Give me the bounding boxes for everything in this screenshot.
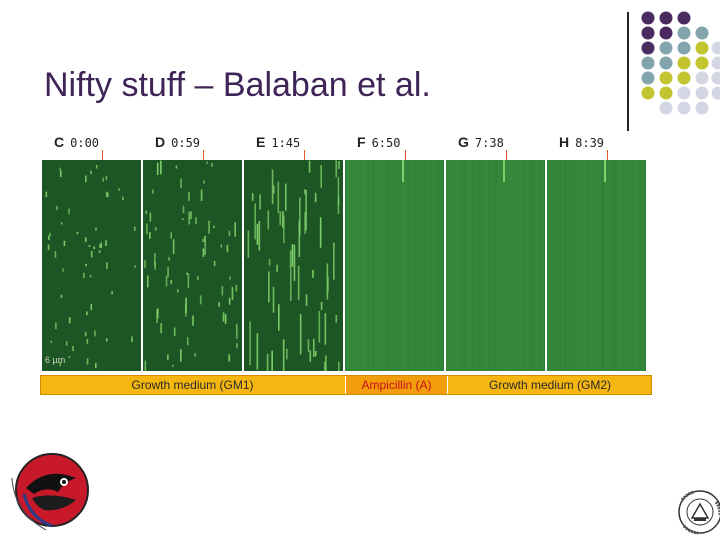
panel-letter: E [256, 134, 266, 150]
decorative-dot [641, 71, 655, 85]
panel-header: C 0:00 [54, 134, 99, 150]
decorative-dot-grid [641, 11, 720, 115]
decorative-dot [695, 56, 709, 70]
decorative-dot [695, 71, 709, 85]
panel-time: 8:39 [575, 136, 605, 150]
title-divider-line [627, 12, 629, 132]
decorative-dot [677, 101, 691, 115]
media-label-ampicillin: Ampicillin (A) [361, 378, 432, 392]
decorative-dot [711, 41, 720, 55]
decorative-dot [711, 86, 720, 100]
media-label-gm2: Growth medium (GM2) [488, 378, 612, 392]
microscopy-panel [446, 160, 545, 371]
decorative-dot [695, 26, 709, 40]
decorative-dot [677, 86, 691, 100]
panel-time: 0:59 [171, 136, 201, 150]
microscopy-figure: C 0:00 D 0:59 E 1:45 F 6:50 G 7:38 H 8:39 6 µm Grow… [40, 131, 652, 399]
decorative-dot [695, 41, 709, 55]
panel-letter: C [54, 134, 65, 150]
panel-letter: H [559, 134, 570, 150]
decorative-dot [695, 101, 709, 115]
panel-time: 1:45 [271, 136, 301, 150]
panel-time: 6:50 [371, 136, 401, 150]
decorative-dot [659, 26, 673, 40]
slide-title: Nifty stuff – Balaban et al. [44, 66, 431, 104]
panel-marker-tick [405, 150, 406, 160]
panel-letter: G [458, 134, 469, 150]
scale-bar-label: 6 µm [45, 355, 66, 365]
panel-marker-tick [506, 150, 507, 160]
microscopy-panel [345, 160, 444, 371]
panel-marker-tick [304, 150, 305, 160]
decorative-dot [711, 71, 720, 85]
decorative-dot [659, 71, 673, 85]
decorative-dot [659, 86, 673, 100]
panel-letter: D [155, 134, 166, 150]
media-label-gm1: Growth medium (GM1) [131, 378, 254, 392]
panel-header: H 8:39 [559, 134, 604, 150]
microscopy-panel [547, 160, 646, 371]
decorative-dot [677, 56, 691, 70]
decorative-dot [677, 11, 691, 25]
decorative-dot [641, 86, 655, 100]
media-bar-gm1: Growth medium (GM1) [40, 375, 345, 395]
panel-marker-tick [607, 150, 608, 160]
decorative-dot [677, 41, 691, 55]
panel-header: D 0:59 [155, 134, 200, 150]
decorative-dot [695, 86, 709, 100]
panel-header: F 6:50 [357, 134, 400, 150]
media-bar-ampicillin: Ampicillin (A) [346, 375, 447, 395]
panel-time: 0:00 [70, 136, 100, 150]
panel-marker-tick [203, 150, 204, 160]
panel-header: E 1:45 [256, 134, 300, 150]
decorative-dot [677, 26, 691, 40]
panel-marker-tick [102, 150, 103, 160]
decorative-dot [711, 56, 720, 70]
panel-time: 7:38 [474, 136, 504, 150]
microscopy-panel [143, 160, 242, 371]
decorative-dot [677, 71, 691, 85]
decorative-dot [641, 56, 655, 70]
decorative-dot [641, 41, 655, 55]
decorative-dot [641, 11, 655, 25]
microscopy-panel [244, 160, 343, 371]
microscopy-panel: 6 µm [42, 160, 141, 371]
panel-letter: F [357, 134, 366, 150]
decorative-dot [659, 101, 673, 115]
panel-header: G 7:38 [458, 134, 504, 150]
life-sciences-center-logo [11, 453, 89, 531]
nih-seal-logo [678, 490, 720, 535]
media-bar-gm2: Growth medium (GM2) [448, 375, 652, 395]
decorative-dot [659, 41, 673, 55]
decorative-dot [659, 56, 673, 70]
decorative-dot [641, 26, 655, 40]
decorative-dot [659, 11, 673, 25]
